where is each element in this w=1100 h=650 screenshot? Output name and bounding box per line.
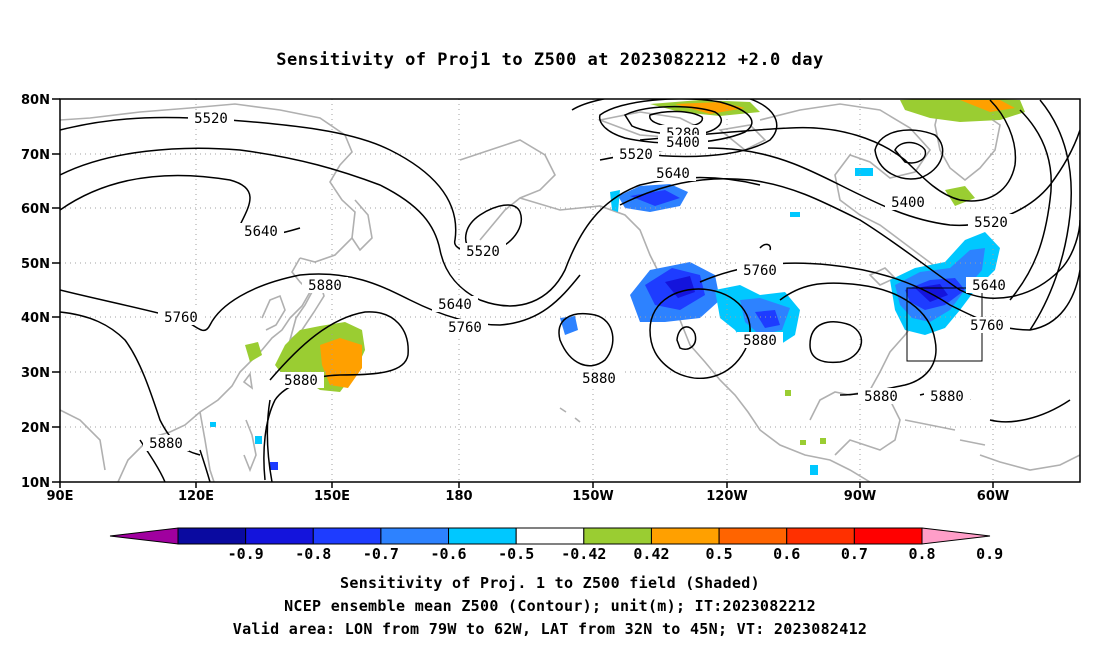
contour-label: 5760 bbox=[448, 320, 482, 336]
lat-label: 50N bbox=[21, 257, 50, 272]
map-frame bbox=[59, 98, 1081, 483]
contour-label: 5520 bbox=[619, 147, 653, 163]
caption-line-1: Sensitivity of Proj. 1 to Z500 field (Sh… bbox=[340, 574, 760, 592]
colorbar-tick-label: 0.7 bbox=[841, 545, 868, 563]
colorbar-tick-label: 0.42 bbox=[633, 545, 669, 563]
lat-label: 70N bbox=[21, 148, 50, 163]
lat-label: 80N bbox=[21, 93, 50, 108]
caption-line-3: Valid area: LON from 79W to 62W, LAT fro… bbox=[232, 620, 868, 638]
colorbar-segment bbox=[583, 527, 652, 545]
colorbar-segment bbox=[448, 527, 517, 545]
lon-label: 120E bbox=[178, 489, 214, 504]
colorbar-tick-label: -0.8 bbox=[295, 545, 331, 563]
colorbar-tick-label: 0.6 bbox=[773, 545, 800, 563]
contour-label: 5640 bbox=[438, 297, 472, 313]
colorbar-segment bbox=[245, 527, 314, 545]
colorbar-tick-label: -0.42 bbox=[561, 545, 606, 563]
lon-label: 150E bbox=[314, 489, 350, 504]
map-title: Sensitivity of Proj1 to Z500 at 20230822… bbox=[276, 50, 824, 70]
lon-label: 90W bbox=[844, 489, 876, 504]
colorbar-tick-label: -0.6 bbox=[430, 545, 466, 563]
colorbar-segment bbox=[853, 527, 923, 545]
colorbar-segment bbox=[312, 527, 382, 545]
contour-label: 5520 bbox=[974, 215, 1008, 231]
lat-labels: 80N 70N 60N 50N 40N 30N 20N 10N bbox=[21, 93, 50, 491]
lon-label: 90E bbox=[47, 489, 74, 504]
contour-label: 5640 bbox=[656, 166, 690, 182]
colorbar-tick-label: -0.9 bbox=[228, 545, 264, 563]
contour-label: 5760 bbox=[743, 263, 777, 279]
colorbar-segment bbox=[786, 527, 855, 545]
contour-label: 5760 bbox=[164, 310, 198, 326]
contour-label: 5640 bbox=[972, 278, 1006, 294]
lat-label: 10N bbox=[21, 476, 50, 491]
colorbar-segment bbox=[380, 527, 450, 545]
lon-label: 60W bbox=[977, 489, 1009, 504]
colorbar-segment bbox=[718, 527, 788, 545]
colorbar-tick-label: 0.5 bbox=[706, 545, 733, 563]
contour-label: 5880 bbox=[864, 389, 898, 405]
colorbar-tick-label: 0.8 bbox=[908, 545, 935, 563]
lon-label: 120W bbox=[706, 489, 747, 504]
contour-label: 5880 bbox=[930, 389, 964, 405]
contour-label: 5880 bbox=[149, 436, 183, 452]
colorbar-segment bbox=[109, 527, 179, 545]
colorbar-segment bbox=[921, 527, 991, 545]
colorbar-segment bbox=[515, 527, 585, 545]
contour-label: 5520 bbox=[466, 244, 500, 260]
tick-marks bbox=[52, 98, 994, 488]
colorbar-tick-label: -0.5 bbox=[498, 545, 534, 563]
lon-label: 150W bbox=[572, 489, 613, 504]
colorbar-tick-label: 0.9 bbox=[976, 545, 1003, 563]
contour-label: 5400 bbox=[891, 195, 925, 211]
lon-labels: 90E 120E 150E 180 150W 120W 90W 60W bbox=[47, 489, 1010, 504]
contour-label: 5520 bbox=[194, 111, 228, 127]
lon-label: 180 bbox=[445, 489, 472, 504]
lat-label: 60N bbox=[21, 202, 50, 217]
colorbar-segment bbox=[177, 527, 247, 545]
caption-line-2: NCEP ensemble mean Z500 (Contour); unit(… bbox=[284, 597, 816, 615]
lat-label: 30N bbox=[21, 366, 50, 381]
lat-label: 40N bbox=[21, 311, 50, 326]
contour-label: 5400 bbox=[666, 135, 700, 151]
colorbar-segment bbox=[650, 527, 720, 545]
colorbar-tick-label: -0.7 bbox=[363, 545, 399, 563]
contour-label: 5880 bbox=[308, 278, 342, 294]
contour-label: 5880 bbox=[743, 333, 777, 349]
colorbar: -0.9 -0.8 -0.7 -0.6 -0.5 -0.42 0.42 0.5 0.6 0.7 0.… bbox=[109, 527, 1003, 563]
contour-label: 5880 bbox=[582, 371, 616, 387]
contour-label: 5760 bbox=[970, 318, 1004, 334]
contour-label: 5880 bbox=[284, 373, 318, 389]
contour-label: 5640 bbox=[244, 224, 278, 240]
contour-labels: 5520 5640 5520 5640 5760 5880 5760 5880 … bbox=[143, 110, 1014, 452]
z500-contours bbox=[60, 99, 1080, 482]
lat-label: 20N bbox=[21, 421, 50, 436]
